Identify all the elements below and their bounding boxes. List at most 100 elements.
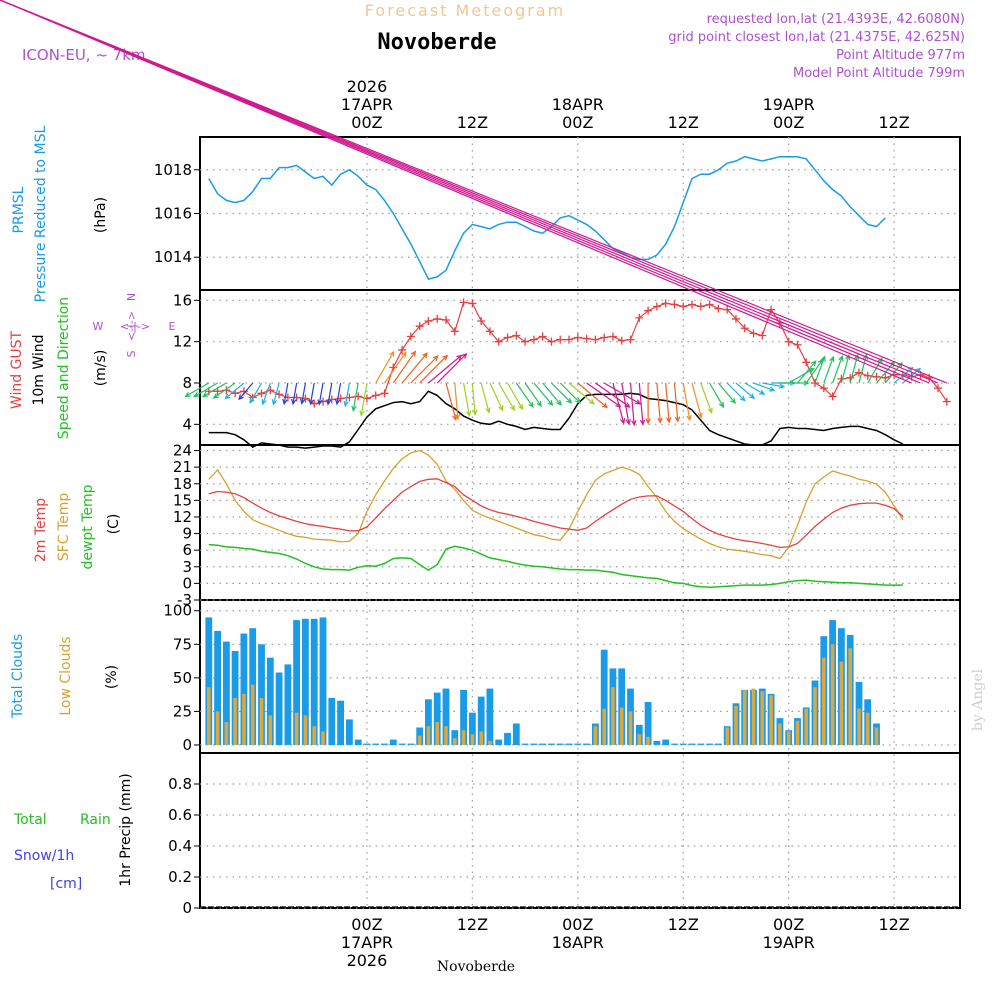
low-cloud-bar (453, 738, 457, 745)
low-cloud-bar (769, 695, 773, 745)
grid-lines (200, 137, 960, 909)
wind-arrowhead (528, 401, 534, 409)
footer-location: Novoberde (437, 959, 515, 975)
wind-arrowhead (509, 404, 515, 412)
wind-arrowhead (485, 407, 491, 414)
cloud-labels: Total Clouds Low Clouds (%) (10, 634, 120, 719)
location-title: Novoberde (377, 30, 496, 55)
gust-marker (573, 333, 582, 342)
total-cloud-bar (574, 743, 582, 745)
wind-arrowhead (351, 405, 357, 412)
gust-marker (617, 336, 626, 345)
gust-marker (424, 317, 433, 325)
wind-arrow (533, 382, 553, 406)
wind-arrow (360, 382, 368, 416)
low-cloud-bar (268, 715, 273, 745)
cloud-unit: (%) (104, 665, 120, 689)
top-time-label: 00Z (351, 113, 382, 132)
gust-marker (688, 300, 697, 309)
gust-marker (319, 397, 328, 406)
top-time-label: 12Z (878, 113, 909, 132)
gust-marker (626, 335, 635, 344)
wind-arrow (401, 352, 428, 384)
pressure-line (208, 155, 886, 280)
wind-arrowhead (193, 391, 200, 398)
bottom-time-label: 00Z (351, 915, 382, 934)
wind-arrowhead (547, 400, 554, 407)
gust-marker (714, 304, 723, 313)
temperature-frame (199, 444, 961, 601)
total-cloud-bar (460, 689, 467, 745)
low-cloud-bar (804, 708, 808, 745)
total-cloud-bar (662, 739, 670, 745)
gust-marker (600, 333, 609, 342)
wind-arrow (202, 382, 227, 397)
low-cloud-bar (444, 726, 448, 745)
clouds-tick-label: 75 (173, 635, 192, 653)
wind-arrow (336, 382, 342, 404)
wind-arrow (375, 351, 395, 384)
total-cloud-bar (223, 641, 230, 745)
total-cloud-bar (539, 743, 547, 745)
wind-tick-label: 4 (182, 415, 192, 433)
low-cloud-bar (874, 727, 879, 745)
low-cloud-bar (470, 734, 475, 745)
wind-arrowhead (749, 393, 756, 400)
total-cloud-bar (512, 723, 520, 745)
total-cloud-bar (671, 743, 678, 745)
wind-arrowhead (498, 405, 504, 412)
bottom-time-label: 00Z (773, 915, 804, 934)
total-cloud-bar (583, 743, 590, 745)
wind-arrowhead (779, 383, 786, 389)
total-cloud-bar (618, 668, 626, 745)
wind-arrow (577, 382, 608, 408)
wind-arrow (506, 382, 524, 410)
wind-arrowhead (461, 352, 468, 359)
temperature-tick-label: 21 (173, 458, 192, 476)
gust-marker (556, 335, 565, 344)
wind-arrowhead (184, 391, 191, 398)
gust-marker (679, 302, 688, 311)
wind-arrow (762, 382, 785, 388)
total-cloud-bar (504, 732, 511, 745)
wind-arrowhead (635, 399, 642, 405)
wind-arrow (744, 382, 765, 395)
wind-arrow (318, 382, 324, 405)
temperature-tick-label: 12 (173, 508, 192, 526)
total-cloud-bar (715, 743, 722, 745)
temperature-tick-label: -3 (177, 591, 192, 609)
wind-arrowhead (566, 397, 573, 404)
wind-arrowhead (739, 395, 746, 402)
wind-tick-label: 8 (182, 374, 192, 392)
gust-marker (635, 313, 644, 322)
low-cloud-bar (857, 708, 861, 745)
bottom-time-label: 17APR (341, 933, 393, 952)
wind-arrow (0, 0, 948, 384)
top-time-label: 19APR (763, 95, 815, 114)
wind-arrow (753, 382, 775, 392)
precip-label-snow: Snow/1h (14, 848, 74, 864)
gust-marker (863, 371, 872, 380)
wind-arrow (489, 382, 504, 411)
wind-arrowhead (454, 413, 461, 421)
pressure-tick-label: 1014 (154, 248, 192, 266)
compass-east: E (169, 320, 176, 333)
total-cloud-bar (495, 739, 503, 745)
wind-arrowhead (308, 398, 314, 406)
low-cloud-bar (602, 708, 606, 745)
wind-label-dir: Speed and Direction (56, 297, 72, 439)
gust-marker (398, 345, 407, 354)
low-cloud-bar (312, 726, 316, 745)
total-cloud-bar (469, 712, 476, 745)
gust-marker (257, 389, 266, 398)
wind-arrow (884, 362, 903, 384)
total-cloud-bar (521, 743, 529, 745)
gust-marker (582, 334, 591, 343)
gust-marker (608, 332, 617, 341)
pressure-tick-label: 1016 (154, 205, 192, 223)
low-cloud-bar (628, 711, 633, 745)
wind-arrow (832, 356, 843, 384)
gust-marker (670, 300, 679, 309)
wind-arrow (559, 382, 581, 404)
bottom-time-label: 2026 (347, 951, 388, 970)
